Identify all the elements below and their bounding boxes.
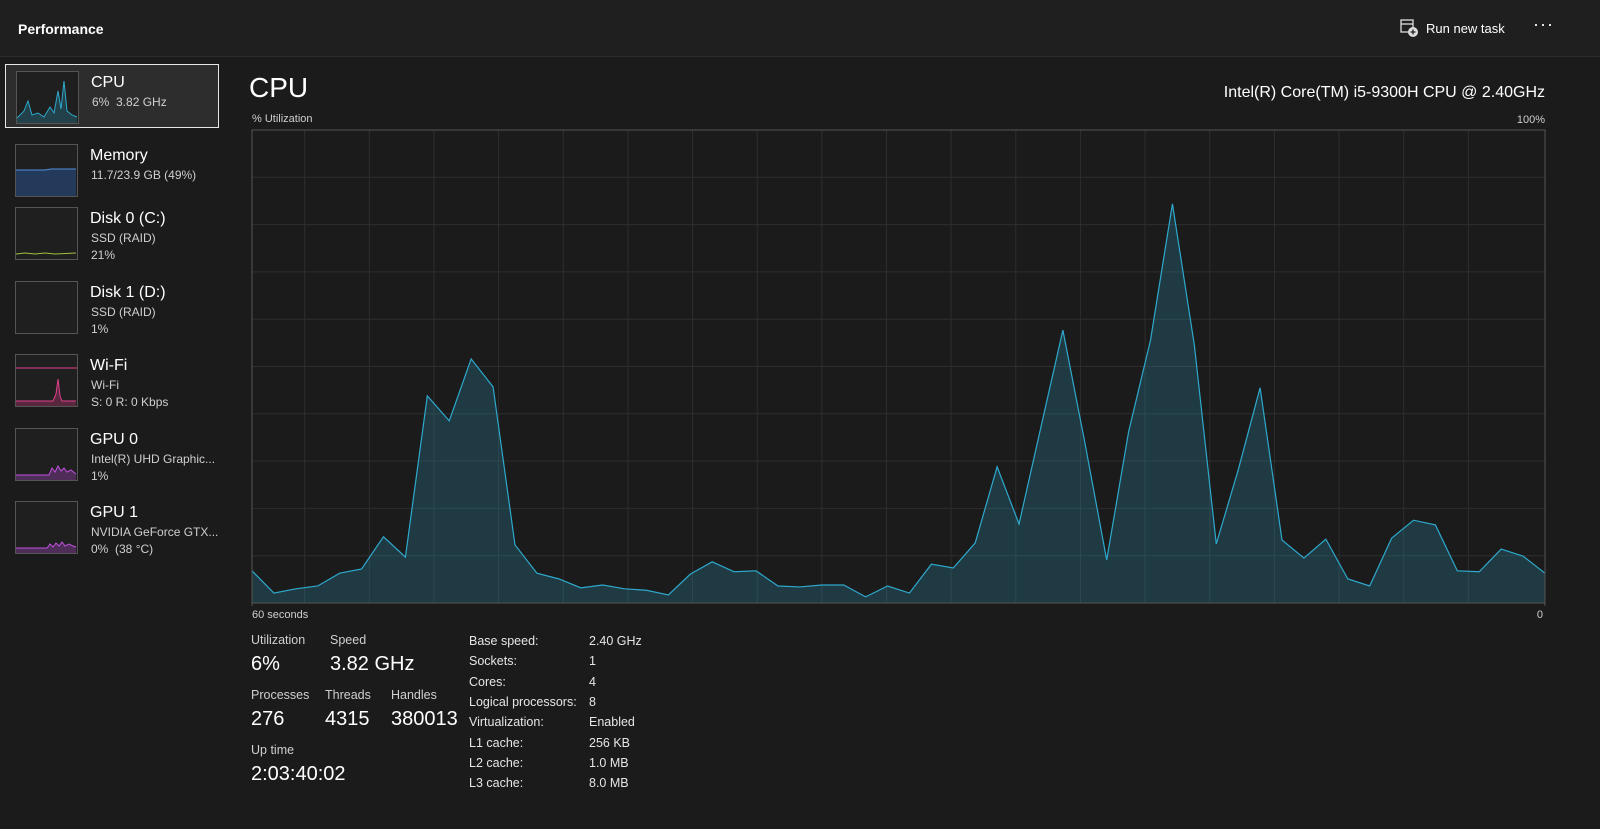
stat-value: 6%: [251, 653, 280, 675]
thumbnail-frame: [15, 281, 78, 334]
spec-value: 1.0 MB: [589, 755, 629, 770]
thumbnail-area: [16, 542, 76, 553]
item-name: Disk 0 (C:): [90, 210, 166, 227]
thumbnail-area: [16, 466, 76, 480]
item-detail: 0% (38 °C): [91, 542, 154, 556]
sidebar-item[interactable]: Disk 1 (D:) SSD (RAID) 1%: [5, 275, 219, 339]
thumbnail-frame: [16, 71, 79, 124]
item-name: GPU 1: [90, 504, 139, 521]
stat-label: Up time: [251, 743, 295, 757]
item-detail: 11.7/23.9 GB (49%): [91, 168, 197, 182]
run-task-button[interactable]: Run new task: [1426, 21, 1505, 36]
thumbnail-line: [16, 464, 77, 476]
stat-label: Speed: [330, 633, 367, 647]
thumbnail-line: [16, 541, 77, 549]
thumbnail-frame: [15, 207, 78, 260]
sidebar-item[interactable]: CPU 6% 3.82 GHz: [5, 64, 219, 128]
thumbnail: [15, 281, 78, 334]
y-axis-label: % Utilization: [252, 113, 313, 125]
item-detail: SSD (RAID): [91, 231, 156, 245]
cpu-line: [251, 203, 1546, 598]
item-name: GPU 0: [90, 431, 139, 448]
item-name: CPU: [91, 74, 125, 91]
spec-label: Base speed:: [469, 634, 539, 648]
x-tick-label: 0: [1537, 609, 1543, 621]
thumbnail-area: [17, 81, 77, 123]
spec-value: 2.40 GHz: [589, 634, 642, 648]
stat-value: 380013: [391, 708, 458, 730]
item-name: Memory: [90, 147, 148, 164]
spec-value: 8: [589, 694, 596, 709]
item-detail: 21%: [91, 248, 116, 262]
run-task-icon[interactable]: [1400, 19, 1419, 38]
spec-value: 4: [589, 674, 596, 689]
item-name: Wi-Fi: [90, 357, 128, 374]
thumbnail-line: [16, 168, 76, 171]
spec-label: L2 cache:: [469, 755, 524, 770]
spec-label: L3 cache:: [469, 776, 524, 791]
sidebar-item[interactable]: Disk 0 (C:) SSD (RAID) 21%: [5, 201, 219, 265]
cpu-model: Intel(R) Core(TM) i5-9300H CPU @ 2.40GHz: [1223, 84, 1545, 101]
item-detail: NVIDIA GeForce GTX...: [91, 525, 219, 539]
stat-label: Processes: [251, 688, 310, 702]
thumbnail: [15, 428, 78, 481]
thumbnail: [15, 354, 78, 407]
item-detail: SSD (RAID): [91, 305, 156, 319]
spec-value: 1: [589, 654, 596, 669]
cpu-area: [252, 203, 1545, 603]
thumbnail-line: [16, 378, 76, 402]
item-name: Disk 1 (D:): [90, 284, 166, 301]
item-detail: 1%: [91, 469, 109, 483]
thumbnail: [15, 207, 78, 260]
spec-value: 8.0 MB: [589, 776, 629, 791]
more-menu[interactable]: ···: [1533, 14, 1554, 34]
sidebar-item[interactable]: GPU 0 Intel(R) UHD Graphic... 1%: [5, 422, 219, 486]
thumbnail: [15, 144, 78, 197]
thumbnail-area: [16, 169, 76, 196]
spec-value: 256 KB: [589, 735, 631, 750]
sidebar-item[interactable]: Memory 11.7/23.9 GB (49%): [5, 138, 219, 202]
spec-label: Cores:: [469, 674, 506, 689]
thumbnail: [15, 501, 78, 554]
sidebar-item[interactable]: Wi-Fi Wi-Fi S: 0 R: 0 Kbps: [5, 348, 219, 412]
item-detail: 1%: [91, 322, 109, 336]
cpu-graph: 100% 60 seconds 0: [251, 114, 1546, 621]
page-title: Performance: [18, 21, 104, 37]
item-detail: S: 0 R: 0 Kbps: [91, 395, 169, 409]
plot-frame: [251, 129, 1546, 604]
item-detail: 6% 3.82 GHz: [92, 95, 167, 109]
stat-value: 3.82 GHz: [330, 653, 415, 675]
thumbnail: [16, 71, 79, 124]
stat-label: Handles: [391, 688, 437, 702]
item-detail: Wi-Fi: [91, 378, 119, 392]
stat-value: 2:03:40:02: [251, 763, 346, 785]
spec-value: Enabled: [589, 715, 635, 730]
spec-label: L1 cache:: [469, 735, 524, 750]
spec-label: Logical processors:: [469, 694, 577, 709]
sidebar-item[interactable]: GPU 1 NVIDIA GeForce GTX... 0% (38 °C): [5, 495, 219, 559]
thumbnail-frame: [15, 354, 78, 407]
x-tick-label: 60 seconds: [252, 609, 309, 621]
y-tick-label: 100%: [1517, 114, 1545, 126]
item-detail: Intel(R) UHD Graphic...: [91, 452, 216, 466]
stat-value: 4315: [325, 708, 370, 730]
thumbnail-line: [16, 80, 78, 119]
main-title: CPU: [249, 72, 309, 103]
stat-label: Threads: [325, 688, 371, 702]
stat-value: 276: [251, 708, 285, 730]
stat-label: Utilization: [251, 633, 306, 647]
title-bar: Performance Run new task ···: [0, 0, 1600, 57]
thumbnail-line: [15, 252, 77, 255]
spec-label: Virtualization:: [469, 715, 544, 730]
spec-label: Sockets:: [469, 654, 517, 669]
